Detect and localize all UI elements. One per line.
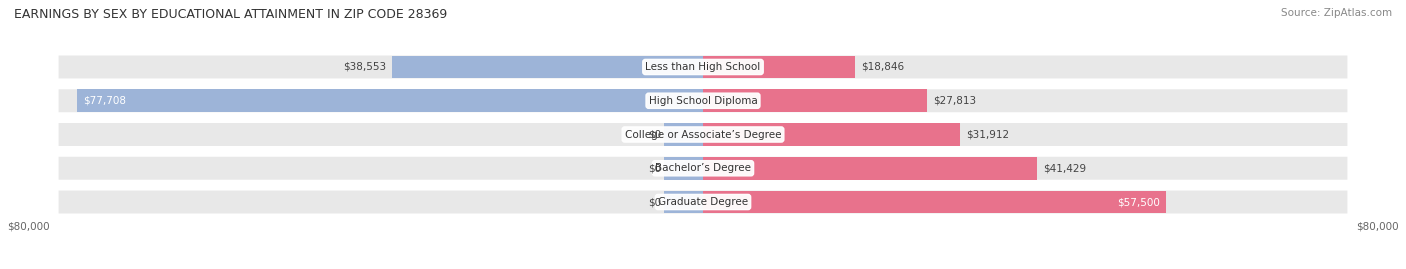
FancyBboxPatch shape <box>59 89 1347 112</box>
Text: Less than High School: Less than High School <box>645 62 761 72</box>
Text: $18,846: $18,846 <box>862 62 904 72</box>
Text: $38,553: $38,553 <box>343 62 387 72</box>
Text: $41,429: $41,429 <box>1043 163 1087 173</box>
Text: $80,000: $80,000 <box>1357 221 1399 231</box>
Text: $77,708: $77,708 <box>83 96 127 106</box>
Bar <box>665 190 703 214</box>
Bar <box>703 190 1166 214</box>
Bar <box>703 123 960 146</box>
FancyBboxPatch shape <box>59 190 1347 214</box>
Text: Bachelor’s Degree: Bachelor’s Degree <box>655 163 751 173</box>
FancyBboxPatch shape <box>59 55 1347 79</box>
Text: $31,912: $31,912 <box>966 129 1010 140</box>
Bar <box>665 157 703 180</box>
Text: Source: ZipAtlas.com: Source: ZipAtlas.com <box>1281 8 1392 18</box>
Bar <box>392 55 703 79</box>
FancyBboxPatch shape <box>59 157 1347 180</box>
Bar <box>77 89 703 112</box>
Bar <box>703 55 855 79</box>
Text: $27,813: $27,813 <box>934 96 977 106</box>
Text: EARNINGS BY SEX BY EDUCATIONAL ATTAINMENT IN ZIP CODE 28369: EARNINGS BY SEX BY EDUCATIONAL ATTAINMEN… <box>14 8 447 21</box>
FancyBboxPatch shape <box>59 123 1347 146</box>
Text: High School Diploma: High School Diploma <box>648 96 758 106</box>
Text: College or Associate’s Degree: College or Associate’s Degree <box>624 129 782 140</box>
Bar <box>703 89 927 112</box>
Text: $57,500: $57,500 <box>1116 197 1160 207</box>
Text: $80,000: $80,000 <box>7 221 49 231</box>
Text: $0: $0 <box>648 197 661 207</box>
Bar <box>703 157 1036 180</box>
Text: Graduate Degree: Graduate Degree <box>658 197 748 207</box>
Text: $0: $0 <box>648 129 661 140</box>
Bar <box>665 123 703 146</box>
Text: $0: $0 <box>648 163 661 173</box>
